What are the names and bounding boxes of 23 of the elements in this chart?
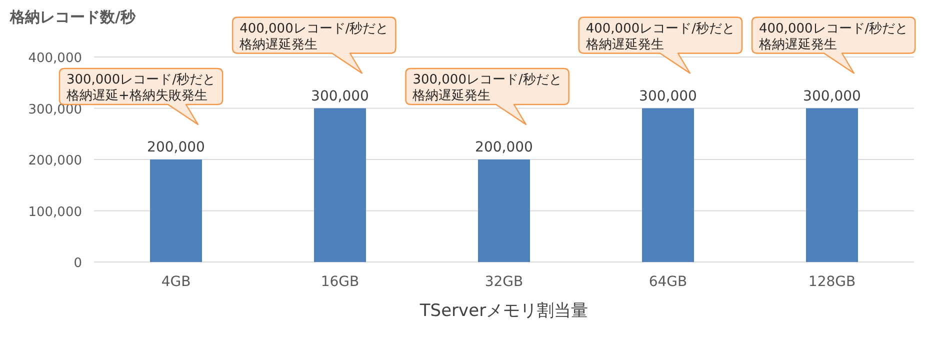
- x-tick-label: 32GB: [484, 274, 524, 290]
- data-label: 200,000: [147, 140, 205, 156]
- data-label: 200,000: [475, 140, 533, 156]
- x-tick-label: 64GB: [648, 274, 688, 290]
- annotation: 300,000レコード/秒だと格納遅延+格納失敗発生: [65, 72, 216, 104]
- callout: 400,000レコード/秒だと格納遅延発生: [578, 16, 743, 74]
- annotation: 300,000レコード/秒だと格納遅延発生: [412, 72, 562, 104]
- x-tick-label: 4GB: [161, 274, 191, 290]
- y-axis-title: 格納レコード数/秒: [9, 8, 136, 26]
- y-tick-label: 400,000: [28, 51, 82, 66]
- data-label: 300,000: [639, 88, 697, 104]
- y-tick-label: 200,000: [28, 154, 82, 168]
- y-tick-label: 300,000: [28, 102, 82, 118]
- callout: 400,000レコード/秒だと格納遅延発生: [232, 16, 396, 74]
- callout: 400,000レコード/秒だと格納遅延発生: [751, 16, 916, 74]
- data-label: 300,000: [803, 88, 861, 104]
- x-tick-label: 128GB: [808, 274, 856, 290]
- y-tick-label: 0: [74, 256, 82, 271]
- x-axis-title: TServerメモリ割当量: [418, 301, 588, 321]
- x-tick-label: 16GB: [320, 274, 360, 290]
- data-label: 300,000: [311, 88, 369, 104]
- y-tick-label: 100,000: [28, 204, 82, 220]
- callout: 300,000レコード/秒だと格納遅延発生: [405, 68, 570, 126]
